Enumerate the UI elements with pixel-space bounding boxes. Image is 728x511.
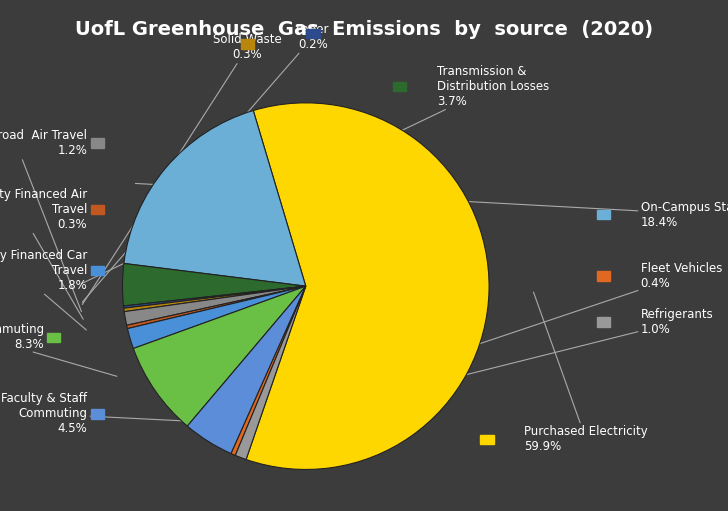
- Wedge shape: [133, 286, 306, 426]
- Bar: [393, 82, 406, 91]
- Text: Fleet Vehicles
0.4%: Fleet Vehicles 0.4%: [218, 262, 722, 431]
- Text: University Financed Car
Travel
1.8%: University Financed Car Travel 1.8%: [0, 249, 87, 330]
- Wedge shape: [124, 286, 306, 312]
- Text: On-Campus Stationary
18.4%: On-Campus Stationary 18.4%: [135, 183, 728, 228]
- Text: Student  Commuting
8.3%: Student Commuting 8.3%: [0, 323, 117, 376]
- Text: Purchased Electricity
59.9%: Purchased Electricity 59.9%: [524, 292, 648, 453]
- Bar: [597, 317, 610, 327]
- Bar: [91, 205, 104, 214]
- Text: Refrigerants
1.0%: Refrigerants 1.0%: [228, 308, 713, 434]
- Text: University Financed Air
Travel
0.3%: University Financed Air Travel 0.3%: [0, 188, 87, 319]
- Wedge shape: [127, 286, 306, 349]
- Wedge shape: [124, 110, 306, 286]
- Bar: [306, 29, 320, 38]
- Text: Solid Waste
0.3%: Solid Waste 0.3%: [82, 33, 282, 305]
- Bar: [91, 138, 104, 148]
- Wedge shape: [235, 286, 306, 459]
- Wedge shape: [124, 286, 306, 308]
- Wedge shape: [187, 286, 306, 454]
- Bar: [47, 333, 60, 342]
- Text: Faculty & Staff
Commuting
4.5%: Faculty & Staff Commuting 4.5%: [1, 392, 182, 435]
- Bar: [241, 39, 254, 49]
- Text: Study Abroad  Air Travel
1.2%: Study Abroad Air Travel 1.2%: [0, 129, 87, 312]
- Wedge shape: [246, 103, 489, 470]
- Text: UofL Greenhouse  Gas  Emissions  by  source  (2020): UofL Greenhouse Gas Emissions by source …: [75, 20, 653, 39]
- Text: Paper
0.2%: Paper 0.2%: [82, 23, 330, 302]
- Bar: [91, 409, 104, 419]
- Wedge shape: [124, 286, 306, 326]
- Bar: [597, 210, 610, 219]
- Wedge shape: [127, 286, 306, 329]
- Wedge shape: [122, 264, 306, 306]
- Bar: [597, 271, 610, 281]
- Wedge shape: [231, 286, 306, 455]
- Bar: [480, 435, 494, 444]
- Bar: [91, 266, 104, 275]
- Text: Transmission &
Distribution Losses
3.7%: Transmission & Distribution Losses 3.7%: [82, 65, 549, 284]
